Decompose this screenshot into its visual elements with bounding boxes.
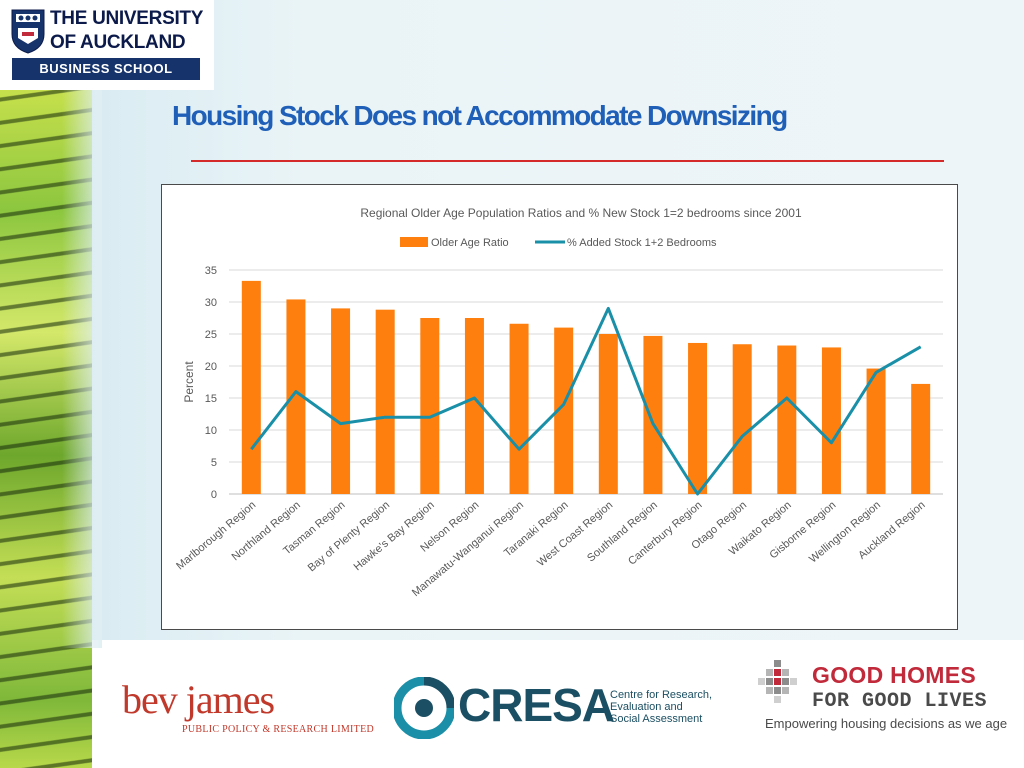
bev-james-subtitle: PUBLIC POLICY & RESEARCH LIMITED [182, 724, 375, 735]
cresa-logo-icon [394, 677, 454, 739]
y-tick-label: 5 [211, 457, 217, 469]
bar [286, 299, 306, 494]
good-homes-subtitle: FOR GOOD LIVES [812, 690, 988, 713]
bar [375, 309, 395, 494]
y-tick-label: 10 [205, 425, 217, 437]
y-tick-label: 30 [205, 297, 217, 309]
combo-chart: Regional Older Age Population Ratios and… [174, 206, 943, 599]
bar [331, 308, 351, 494]
y-tick-label: 25 [205, 329, 217, 341]
good-homes-title: GOOD HOMES [812, 662, 977, 688]
bar [866, 368, 886, 494]
y-axis-title: Percent [182, 361, 196, 403]
crest-icon [11, 9, 45, 54]
series-line [250, 306, 922, 496]
slide-title: Housing Stock Does not Accommodate Downs… [172, 100, 788, 131]
logo-line1: THE UNIVERSITY [50, 8, 204, 29]
x-tick-label: Hawke's Bay Region [352, 499, 437, 573]
chart-legend: Older Age Ratio % Added Stock 1+2 Bedroo… [400, 237, 717, 249]
cresa-desc-line1: Centre for Research, [610, 689, 713, 701]
good-homes-grid-icon [758, 660, 797, 703]
bev-james-logo: bev james [122, 677, 275, 722]
logo-line2: OF AUCKLAND [50, 32, 186, 53]
logo-business-school: BUSINESS SCHOOL [12, 58, 200, 80]
legend-swatch-bar [400, 237, 428, 247]
x-tick-label: West Coast Region [535, 499, 615, 569]
legend-label-line: % Added Stock 1+2 Bedrooms [567, 237, 717, 249]
cresa-desc-line3: Social Assessment [610, 713, 703, 725]
x-tick-label: Bay of Plenty Region [306, 499, 392, 574]
x-tick-label: Canterbury Region [626, 499, 704, 568]
bar [643, 335, 663, 494]
bar [509, 323, 529, 494]
chart-title: Regional Older Age Population Ratios and… [360, 206, 802, 220]
strip-fade [62, 88, 102, 648]
y-tick-label: 20 [205, 361, 217, 373]
good-homes-tagline: Empowering housing decisions as we age [765, 716, 1008, 731]
line-series [250, 306, 922, 496]
bar [420, 318, 440, 494]
bar [777, 345, 797, 494]
legend-label-bar: Older Age Ratio [431, 237, 509, 249]
y-tick-label: 0 [211, 489, 217, 501]
bar [464, 318, 484, 494]
bar [688, 342, 708, 494]
bar [732, 344, 752, 494]
bar-series [241, 280, 931, 494]
cresa-description: Centre for Research, Evaluation and Soci… [610, 689, 720, 725]
x-tick-label: Marlborough Region [174, 499, 258, 572]
y-tick-label: 35 [205, 265, 217, 277]
title-divider [191, 160, 944, 162]
bar [911, 383, 931, 494]
cresa-name: CRESA [458, 679, 615, 731]
bar [598, 334, 618, 494]
cresa-desc-line2: Evaluation and [610, 701, 683, 713]
bar [554, 327, 574, 494]
y-tick-label: 15 [205, 393, 217, 405]
university-logo: THE UNIVERSITY OF AUCKLAND BUSINESS SCHO… [0, 0, 214, 90]
footer-band [0, 640, 1024, 768]
bar [241, 280, 261, 494]
y-axis-ticks: 0 5 10 15 20 25 30 35 [205, 265, 217, 501]
bar [821, 347, 841, 494]
